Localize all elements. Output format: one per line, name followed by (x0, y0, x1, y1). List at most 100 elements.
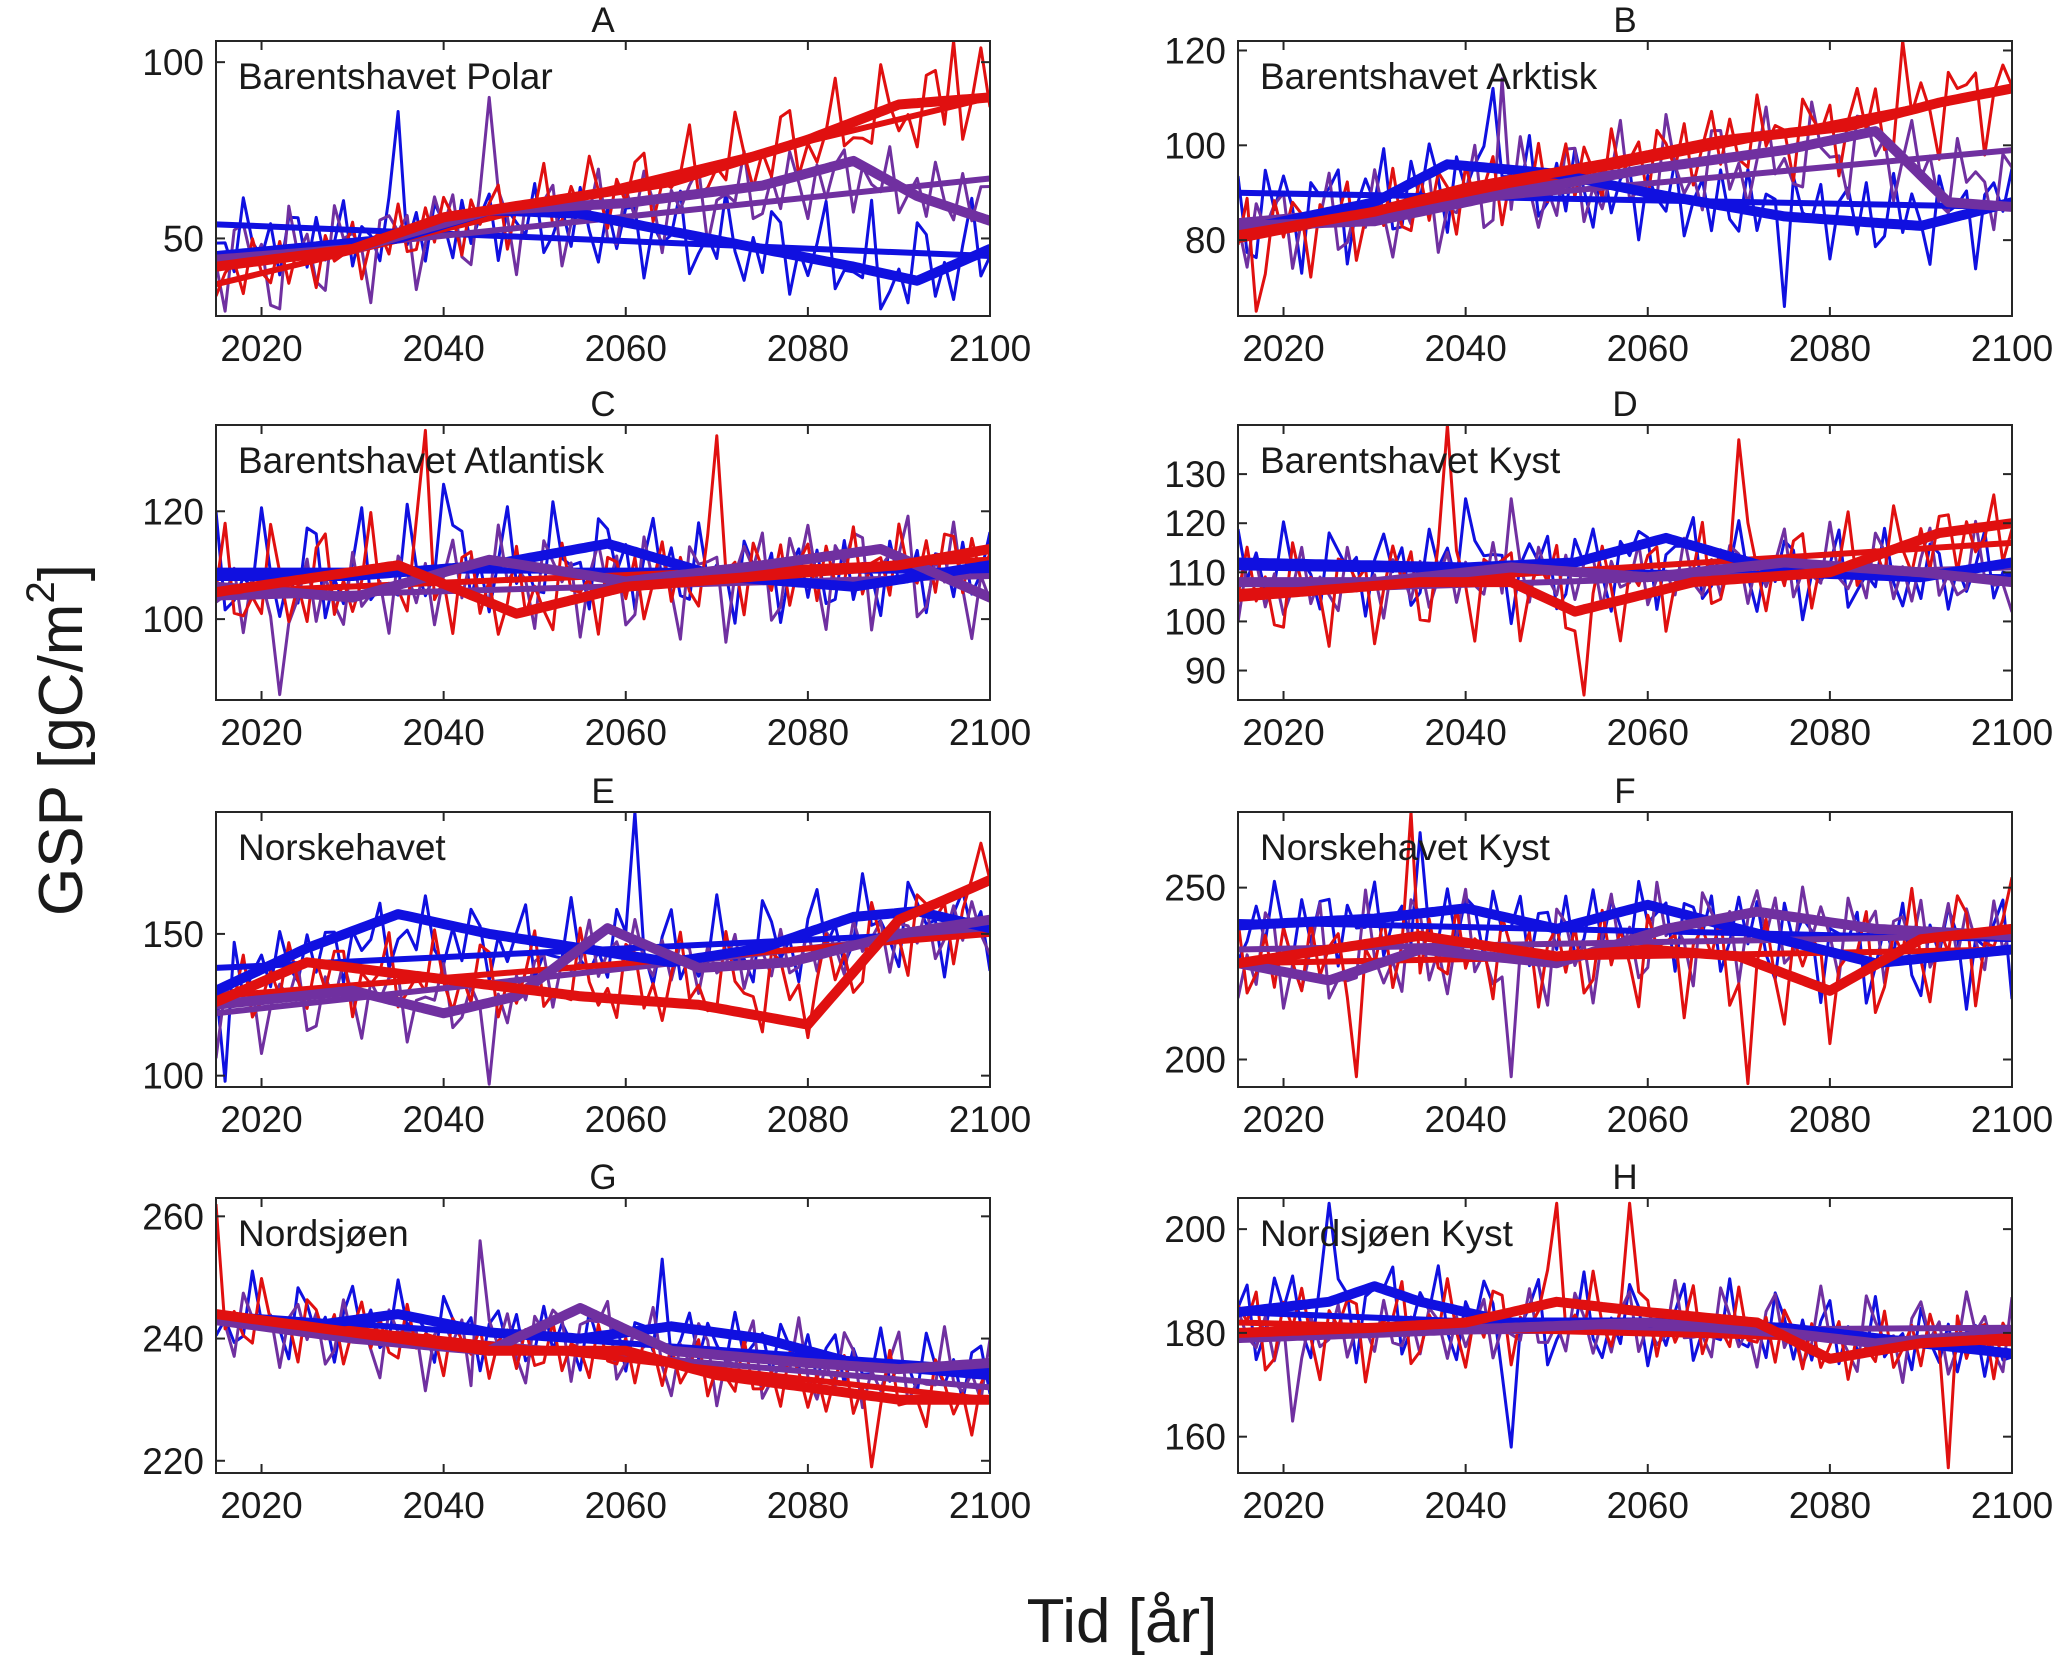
smoothed-series-purple (216, 1303, 990, 1375)
region-label: Nordsjøen Kyst (1260, 1213, 1514, 1254)
y-tick-label: 180 (1164, 1313, 1226, 1354)
smoothed-series-blue (216, 906, 990, 996)
smoothed-series-red (1238, 83, 2012, 241)
smoothed-series-purple (1238, 906, 2012, 986)
panel-e: E 2020 2040 2060 2080 2100 100 150 Norskehavet (142, 772, 1031, 1140)
y-tick-label: 100 (142, 42, 204, 83)
panel-letter: D (1612, 385, 1637, 424)
smoothed-series-purple (216, 544, 990, 603)
smoothed-series-red (1238, 518, 2012, 617)
x-tick-label: 2020 (1242, 712, 1324, 753)
y-tick-label: 100 (142, 599, 204, 640)
y-tick-label: 220 (142, 1441, 204, 1482)
smoothed-series-red (216, 1309, 990, 1405)
trend-line-blue (1238, 189, 2012, 210)
panel-letter: G (589, 1158, 616, 1197)
smoothed-series-blue (1238, 159, 2012, 236)
smoothed-series-purple (1238, 1317, 2012, 1349)
x-tick-label: 2100 (1971, 712, 2053, 753)
trend-line-red (1238, 946, 2012, 967)
axes-frame (215, 424, 991, 701)
axes-frame (1237, 424, 2013, 701)
y-tick-label: 160 (1164, 1417, 1226, 1458)
y-tick-label: 100 (1164, 601, 1226, 642)
y-tick-label: 250 (1164, 868, 1226, 909)
axes-frame (1237, 40, 2013, 317)
y-tick-label: 120 (1164, 30, 1226, 71)
x-tick-label: 2100 (1971, 328, 2053, 369)
x-tick-label: 2060 (1607, 1099, 1689, 1140)
panel-g: G 2020 2040 2060 2080 2100 220 240 260 Nordsjøen (142, 1158, 1031, 1526)
y-tick-label: 100 (1164, 125, 1226, 166)
plot-area (216, 812, 990, 1086)
plot-area (1238, 812, 2012, 1086)
panel-b: B 2020 2040 2060 2080 2100 80 100 120 Barentshave… (1164, 1, 2053, 369)
smoothed-series-purple (1238, 126, 2012, 231)
x-tick-label: 2060 (585, 712, 667, 753)
panel-letter: A (591, 1, 615, 40)
x-tick-label: 2040 (402, 1099, 484, 1140)
x-tick-label: 2060 (1607, 1485, 1689, 1526)
region-label: Barentshavet Kyst (1260, 440, 1561, 481)
x-tick-label: 2100 (1971, 1099, 2053, 1140)
x-tick-label: 2100 (1971, 1485, 2053, 1526)
x-tick-label: 2040 (402, 712, 484, 753)
y-tick-label: 50 (163, 218, 204, 259)
plot-area (216, 428, 990, 697)
x-tick-label: 2060 (1607, 712, 1689, 753)
y-tick-label: 240 (142, 1319, 204, 1360)
x-tick-label: 2060 (585, 1099, 667, 1140)
axes-frame (215, 1197, 991, 1474)
y-tick-label: 100 (142, 1056, 204, 1097)
plot-area (216, 1203, 990, 1469)
x-tick-label: 2040 (402, 1485, 484, 1526)
y-tick-label: 130 (1164, 454, 1226, 495)
smoothed-series-red (216, 875, 990, 1030)
x-tick-label: 2100 (949, 1485, 1031, 1526)
smoothed-series-red (1238, 923, 2012, 996)
x-tick-label: 2020 (1242, 328, 1324, 369)
y-tick-label: 120 (1164, 503, 1226, 544)
region-label: Norskehavet Kyst (1260, 827, 1551, 868)
x-tick-label: 2020 (1242, 1485, 1324, 1526)
panels: A 2020 2040 2060 2080 2100 50 100 Barentshavet P… (142, 1, 2053, 1526)
x-tick-label: 2020 (220, 1485, 302, 1526)
axes-frame (215, 811, 991, 1088)
y-tick-label: 80 (1185, 220, 1226, 261)
x-axis-title: Tid [år] (1027, 1587, 1218, 1656)
region-label: Nordsjøen (238, 1213, 409, 1254)
x-tick-label: 2040 (402, 328, 484, 369)
panel-d: D 2020 2040 2060 2080 2100 90 100 110 120 130 Baren… (1164, 385, 2053, 753)
y-tick-label: 90 (1185, 651, 1226, 692)
x-tick-label: 2040 (1424, 1485, 1506, 1526)
smoothed-series-red (1238, 1296, 2012, 1364)
x-tick-label: 2080 (767, 712, 849, 753)
plot-area (1238, 1201, 2012, 1470)
x-tick-label: 2040 (1424, 712, 1506, 753)
plot-area (1238, 41, 2012, 313)
x-tick-label: 2020 (220, 328, 302, 369)
x-tick-label: 2080 (767, 1099, 849, 1140)
trend-line-blue (216, 221, 990, 260)
x-tick-label: 2040 (1424, 1099, 1506, 1140)
smoothed-series-purple (216, 914, 990, 1019)
y-tick-label: 260 (142, 1196, 204, 1237)
annual-series-red (1238, 1201, 2012, 1470)
y-axis-title: GSP [gC/m2] (19, 564, 96, 916)
y-tick-label: 200 (1164, 1209, 1226, 1250)
annual-series-blue (216, 110, 990, 311)
panel-letter: H (1612, 1158, 1637, 1197)
region-label: Norskehavet (238, 827, 446, 868)
panel-h: H 2020 2040 2060 2080 2100 160 180 200 Nordsjøen … (1164, 1158, 2053, 1526)
y-tick-label: 200 (1164, 1040, 1226, 1081)
panel-a: A 2020 2040 2060 2080 2100 50 100 Barentshavet P… (142, 1, 1031, 369)
y-tick-label: 150 (142, 914, 204, 955)
panel-letter: E (591, 772, 614, 811)
x-tick-label: 2080 (1789, 1485, 1871, 1526)
x-tick-label: 2020 (1242, 1099, 1324, 1140)
x-tick-label: 2100 (949, 328, 1031, 369)
plot-area (216, 41, 990, 313)
y-tick-label: 120 (142, 491, 204, 532)
x-tick-label: 2080 (767, 1485, 849, 1526)
